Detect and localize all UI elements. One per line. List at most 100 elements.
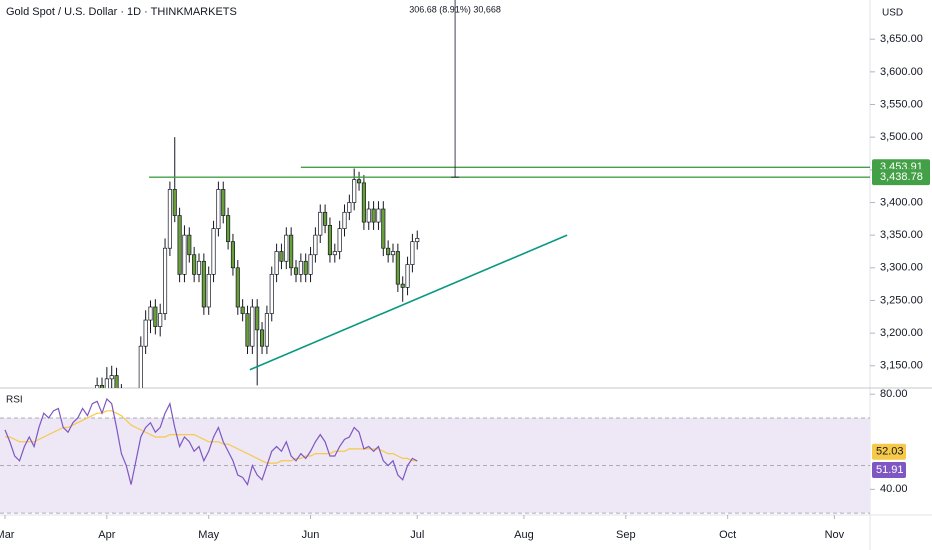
candle-body bbox=[245, 313, 250, 347]
candle-body bbox=[332, 251, 337, 256]
candle-body bbox=[153, 306, 158, 327]
candle-body bbox=[313, 234, 318, 256]
x-tick-label: Sep bbox=[616, 529, 636, 541]
rsi-title: RSI bbox=[6, 395, 23, 406]
candle-body bbox=[371, 208, 376, 223]
candle-body bbox=[342, 211, 347, 229]
currency: USD bbox=[882, 8, 903, 19]
price-label-box bbox=[872, 169, 930, 186]
value-label: 51.91 bbox=[876, 464, 904, 476]
y-tick-label: 40.00 bbox=[880, 483, 908, 495]
candle-body bbox=[226, 215, 231, 243]
candle-body bbox=[158, 313, 163, 327]
value-label-box bbox=[872, 443, 906, 460]
candle-body bbox=[196, 260, 202, 275]
y-tick-label: 80.00 bbox=[880, 388, 908, 400]
y-tick-label: 3,600.00 bbox=[880, 66, 923, 78]
candle-body bbox=[148, 306, 153, 321]
x-tick-label: May bbox=[198, 529, 219, 541]
candle-body bbox=[279, 251, 284, 262]
value-label: 52.03 bbox=[876, 446, 904, 458]
y-tick-label: 3,400.00 bbox=[880, 196, 923, 208]
x-tick-label: Jun bbox=[302, 529, 320, 541]
candle-body bbox=[405, 264, 410, 288]
candle-body bbox=[255, 306, 260, 331]
y-tick-label: 3,550.00 bbox=[880, 98, 923, 110]
measure-label: 306.68 (8.91%) 30,668 bbox=[409, 4, 501, 14]
price-label: 3,438.78 bbox=[880, 171, 923, 183]
candle-body bbox=[187, 234, 192, 256]
rsi-line bbox=[5, 410, 418, 464]
candle-body bbox=[303, 260, 308, 275]
value-label-box bbox=[872, 461, 906, 478]
candle-body bbox=[327, 225, 332, 256]
candle-body bbox=[308, 254, 313, 275]
x-tick-label: Jul bbox=[410, 529, 424, 541]
price-pane bbox=[95, 0, 870, 388]
candle-body bbox=[361, 182, 366, 223]
y-tick-label: 3,200.00 bbox=[880, 327, 923, 339]
candle-body bbox=[264, 313, 269, 347]
x-tick-label: Oct bbox=[719, 529, 736, 541]
candle-body bbox=[323, 211, 328, 226]
candle-body bbox=[390, 251, 396, 256]
candle-body bbox=[109, 375, 114, 380]
candle-body bbox=[274, 251, 279, 275]
candle-body bbox=[381, 208, 386, 249]
candle-body bbox=[221, 189, 226, 216]
candle-body bbox=[284, 234, 289, 262]
candle-body bbox=[250, 306, 255, 347]
candle-body bbox=[386, 247, 391, 256]
y-tick-label: 3,150.00 bbox=[880, 360, 923, 372]
y-tick-label: 3,500.00 bbox=[880, 131, 923, 143]
candle-body bbox=[318, 211, 323, 236]
candle-body bbox=[269, 273, 274, 314]
candle-body bbox=[366, 208, 371, 223]
x-tick-label: Nov bbox=[825, 529, 845, 541]
x-tick-label: Apr bbox=[98, 529, 115, 541]
axes: 3,150.00 3,200.00 3,250.00 3,300.00 3,350.00… bbox=[0, 4, 930, 541]
candle-body bbox=[293, 267, 299, 275]
candle-body bbox=[182, 234, 187, 275]
candle-body bbox=[410, 241, 415, 265]
candle-body bbox=[104, 378, 109, 388]
x-tick-label: Mar bbox=[0, 529, 15, 541]
y-tick-label: 3,250.00 bbox=[880, 294, 923, 306]
candle-body bbox=[162, 247, 168, 314]
trend-line bbox=[249, 234, 568, 371]
candle-body bbox=[298, 260, 303, 275]
candle-body bbox=[337, 228, 342, 252]
candle-body bbox=[259, 329, 265, 347]
candle-body bbox=[167, 189, 172, 249]
candle-body bbox=[347, 202, 352, 213]
candle-body bbox=[95, 385, 100, 388]
candle-body bbox=[138, 345, 143, 388]
chart-title: Gold Spot / U.S. Dollar · 1D · THINKMARK… bbox=[6, 6, 237, 18]
candle-body bbox=[376, 208, 381, 223]
x-tick-label: Aug bbox=[514, 529, 534, 541]
candle-body bbox=[206, 273, 211, 308]
candle-body bbox=[211, 228, 216, 275]
y-tick-label: 3,350.00 bbox=[880, 229, 923, 241]
candle-body bbox=[352, 179, 357, 203]
candle-body bbox=[172, 189, 177, 216]
y-tick-label: 3,650.00 bbox=[880, 33, 923, 45]
candle-body bbox=[400, 283, 405, 288]
candle-body bbox=[99, 385, 105, 388]
y-tick-label: 3,300.00 bbox=[880, 262, 923, 274]
candle-body bbox=[230, 241, 235, 269]
rsi-line bbox=[4, 397, 418, 486]
candle-body bbox=[240, 306, 245, 314]
rsi-pane bbox=[0, 397, 870, 514]
candle-body bbox=[177, 215, 182, 275]
candle-body bbox=[235, 267, 240, 308]
candle-body bbox=[395, 251, 400, 285]
candle-body bbox=[356, 179, 362, 184]
candle-body bbox=[289, 234, 294, 269]
candle-body bbox=[114, 375, 119, 388]
candle-body bbox=[216, 189, 221, 229]
candle-body bbox=[143, 319, 148, 347]
candle-body bbox=[415, 238, 420, 243]
candle-body bbox=[201, 260, 206, 308]
